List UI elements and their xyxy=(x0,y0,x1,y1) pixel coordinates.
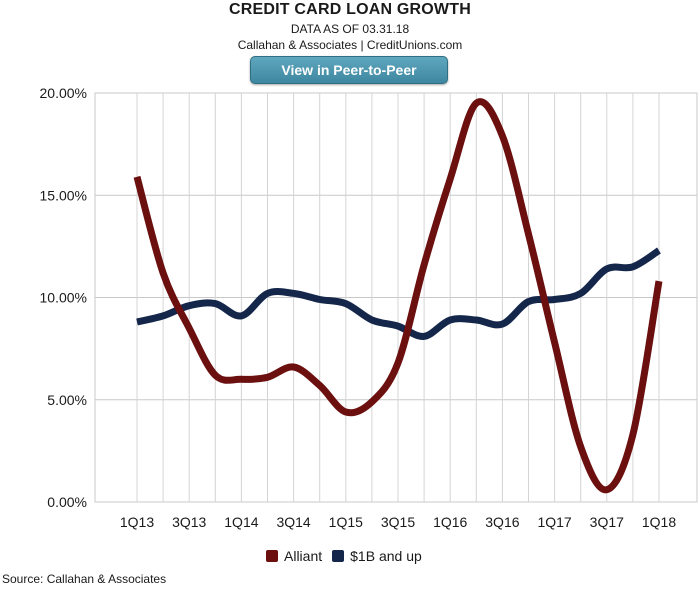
x-tick-label: 1Q17 xyxy=(537,514,571,530)
x-tick-label: 3Q14 xyxy=(276,514,310,530)
y-tick-label: 15.00% xyxy=(40,187,87,203)
y-tick-label: 5.00% xyxy=(47,392,87,408)
x-tick-label: 1Q18 xyxy=(642,514,676,530)
legend-item-alliant[interactable]: Alliant xyxy=(266,548,322,564)
data-date-subtitle: DATA AS OF 03.31.18 xyxy=(290,22,410,36)
legend-label-alliant: Alliant xyxy=(284,548,323,564)
legend-swatch-1b-and-up xyxy=(332,550,345,562)
x-tick-label: 1Q13 xyxy=(120,514,154,530)
series-line-alliant xyxy=(133,98,663,494)
x-tick-label: 1Q16 xyxy=(433,514,467,530)
x-tick-label: 3Q16 xyxy=(485,514,519,530)
view-in-peer-to-peer-button[interactable]: View in Peer-to-Peer xyxy=(250,56,448,84)
x-tick-label: 3Q17 xyxy=(590,514,624,530)
x-tick-label: 3Q13 xyxy=(172,514,206,530)
x-tick-label: 1Q15 xyxy=(329,514,363,530)
x-tick-label: 3Q15 xyxy=(381,514,415,530)
source-subtitle: Callahan & Associates | CreditUnions.com xyxy=(237,38,463,52)
source-footnote: Source: Callahan & Associates xyxy=(2,572,167,586)
y-tick-label: 20.00% xyxy=(40,85,87,101)
chart-grid xyxy=(94,92,698,503)
legend-label-1b-and-up: $1B and up xyxy=(350,548,422,564)
y-tick-label: 10.00% xyxy=(40,290,87,306)
x-axis-ticks: 1Q13 3Q13 1Q14 3Q14 1Q15 3Q15 1Q16 3Q16 1Q17 3Q17… xyxy=(120,514,676,530)
line-chart: 0.00%5.00%10.00%15.00%20.00% 1Q13 3Q13 1Q1… xyxy=(40,85,698,530)
y-tick-label: 0.00% xyxy=(47,494,87,510)
chart-title: CREDIT CARD LOAN GROWTH xyxy=(229,1,471,18)
x-tick-label: 1Q14 xyxy=(224,514,258,530)
series-line-1b-and-up xyxy=(136,247,661,340)
chart-series xyxy=(133,98,663,494)
legend-swatch-alliant xyxy=(266,550,278,562)
legend-item-1b-and-up[interactable]: $1B and up xyxy=(332,548,422,564)
y-axis-ticks: 0.00% 5.00% 10.00% 15.00% 20.00% xyxy=(40,85,87,510)
chart-legend: Alliant $1B and up xyxy=(266,546,432,566)
